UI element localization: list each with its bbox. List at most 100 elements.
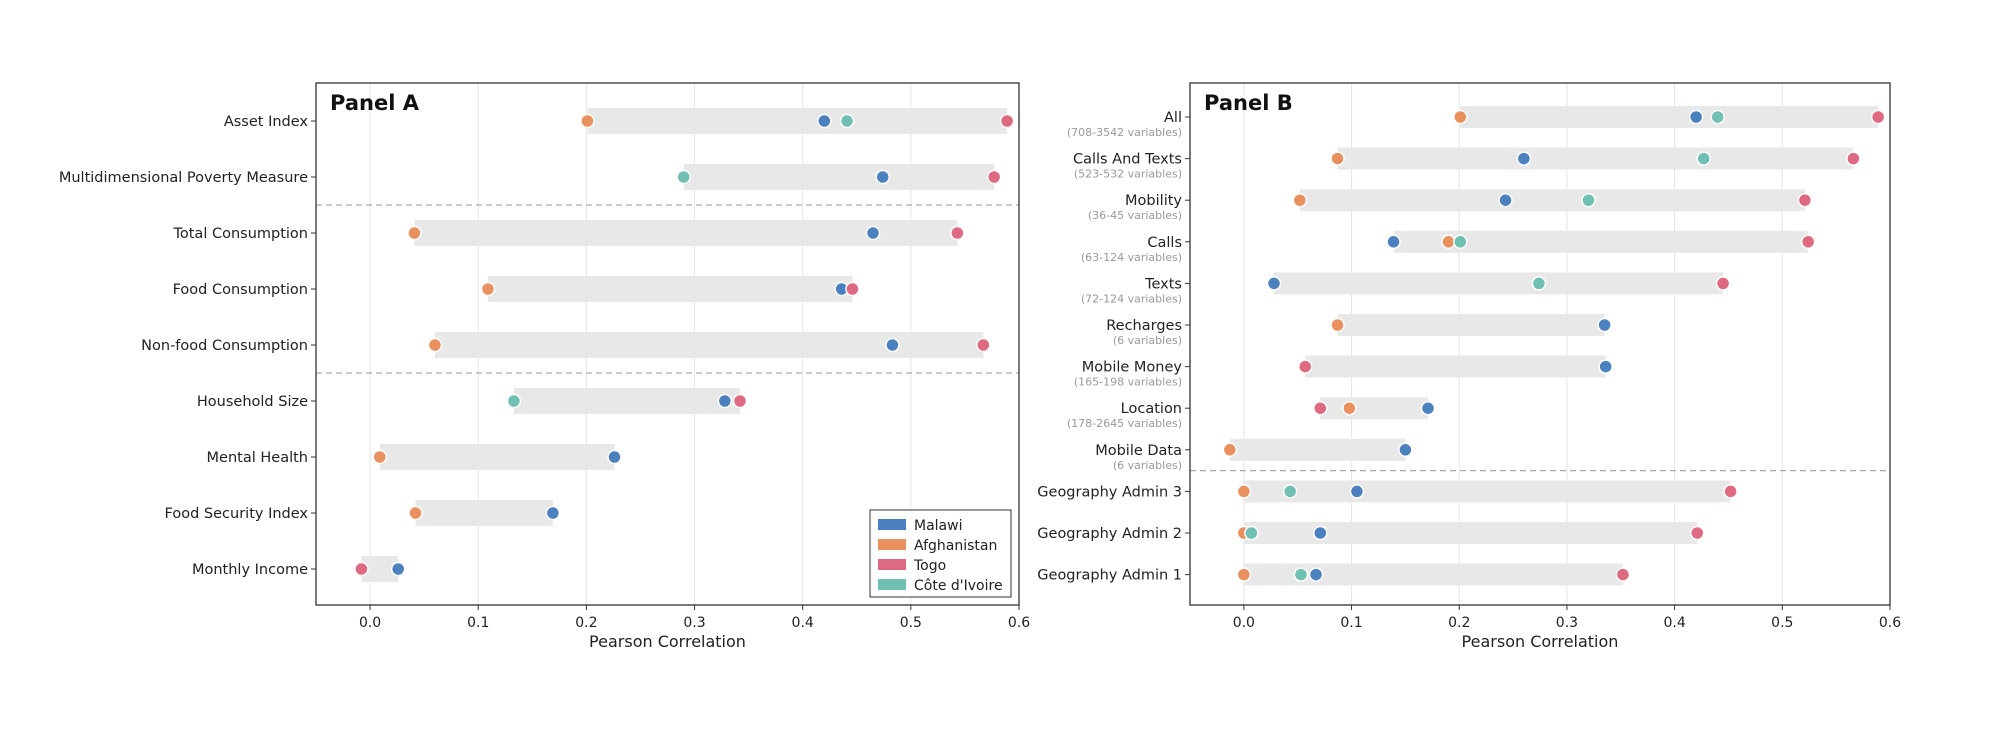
range-bar	[1243, 563, 1623, 586]
data-point-togo	[354, 561, 369, 577]
category-label: Asset Index	[224, 114, 309, 130]
category-sublabel: (523-532 variables)	[1074, 168, 1182, 181]
data-point-c-te-d-ivoire	[839, 113, 855, 129]
data-point-togo	[1723, 484, 1738, 499]
legend-label: Côte d'Ivoire	[914, 578, 1003, 594]
legend-swatch	[878, 579, 906, 590]
range-bar	[1305, 355, 1606, 378]
data-point-malawi	[607, 449, 622, 465]
data-point-afghanistan	[480, 281, 496, 297]
data-point-c-te-d-ivoire	[1696, 151, 1711, 166]
range-bar	[683, 164, 995, 190]
category-sublabel: (708-3542 variables)	[1067, 126, 1182, 139]
data-point-afghanistan	[1292, 192, 1308, 208]
x-tick-label: 0.1	[467, 615, 489, 631]
x-tick-label: 0.3	[1556, 615, 1578, 631]
data-point-afghanistan	[1330, 317, 1345, 333]
data-point-malawi	[1420, 400, 1436, 416]
category-sublabel: (165-198 variables)	[1074, 376, 1182, 389]
x-tick-label: 0.2	[575, 615, 597, 631]
data-point-afghanistan	[1453, 109, 1468, 125]
category-label: Geography Admin 2	[1037, 526, 1182, 542]
data-point-c-te-d-ivoire	[1282, 484, 1298, 499]
legend-label: Malawi	[914, 518, 962, 534]
data-point-togo	[845, 281, 860, 297]
category-label: Multidimensional Poverty Measure	[59, 170, 308, 186]
category-label: Mobile Data	[1095, 443, 1182, 459]
data-point-afghanistan	[1236, 484, 1252, 499]
category-sublabel: (36-45 variables)	[1088, 209, 1182, 222]
data-point-c-te-d-ivoire	[1453, 234, 1468, 250]
data-point-malawi	[817, 113, 832, 129]
category-label: Food Consumption	[173, 282, 308, 298]
data-point-malawi	[1516, 151, 1532, 166]
range-bar	[415, 500, 553, 526]
data-point-malawi	[717, 393, 733, 409]
data-point-c-te-d-ivoire	[1293, 567, 1309, 582]
category-label: Texts	[1144, 276, 1182, 292]
category-label: Geography Admin 1	[1037, 568, 1182, 584]
category-label: Mobile Money	[1082, 360, 1183, 376]
category-label: Recharges	[1106, 318, 1182, 334]
legend-label: Togo	[913, 558, 946, 574]
data-point-afghanistan	[407, 225, 422, 241]
data-point-togo	[1313, 400, 1328, 416]
data-point-malawi	[1597, 317, 1612, 333]
category-label: Total Consumption	[172, 226, 308, 242]
category-label: Calls And Texts	[1073, 152, 1182, 168]
panel-frame	[1189, 82, 1891, 606]
data-point-afghanistan	[1330, 151, 1345, 166]
data-point-afghanistan	[1236, 567, 1252, 582]
data-point-c-te-d-ivoire	[1581, 192, 1596, 208]
panel-b: 0.0 0.1 0.2 0.3 0.4 0.5 0.6 Pearson Correlation…	[1037, 82, 1901, 651]
data-point-afghanistan	[580, 113, 595, 129]
range-bar	[1320, 397, 1428, 420]
range-bar	[1337, 147, 1854, 170]
data-point-togo	[1846, 151, 1861, 166]
data-point-afghanistan	[408, 505, 423, 521]
data-point-togo	[950, 225, 965, 241]
data-point-afghanistan	[1222, 442, 1238, 458]
category-label: Mobility	[1125, 193, 1182, 209]
range-bar	[587, 108, 1008, 134]
data-point-malawi	[1266, 276, 1282, 291]
x-axis-title: Pearson Correlation	[589, 632, 746, 651]
range-bar	[379, 444, 615, 470]
x-tick-label: 0.4	[792, 615, 814, 631]
legend-swatch	[878, 539, 906, 550]
category-label: Non-food Consumption	[141, 338, 308, 354]
category-label: Monthly Income	[192, 562, 308, 578]
category-sublabel: (6 variables)	[1113, 459, 1182, 472]
data-point-c-te-d-ivoire	[506, 393, 522, 409]
data-point-malawi	[545, 505, 561, 521]
panel-title: Panel B	[1204, 91, 1293, 115]
data-point-togo	[1800, 234, 1816, 250]
range-bar	[1299, 189, 1805, 212]
panel-frame	[315, 82, 1020, 606]
range-bar	[1229, 438, 1406, 461]
category-label: Location	[1121, 401, 1182, 417]
legend-swatch	[878, 559, 906, 570]
data-point-afghanistan	[372, 449, 388, 465]
data-point-malawi	[1308, 567, 1324, 582]
range-bar	[487, 276, 853, 302]
x-tick-label: 0.2	[1448, 615, 1470, 631]
data-point-togo	[1689, 525, 1705, 541]
data-point-togo	[1797, 192, 1813, 208]
data-point-malawi	[1598, 359, 1613, 374]
data-point-malawi	[875, 169, 890, 185]
category-label: Household Size	[197, 394, 308, 410]
range-bar	[1460, 106, 1879, 128]
category-sublabel: (72-124 variables)	[1081, 292, 1182, 305]
category-sublabel: (63-124 variables)	[1081, 251, 1182, 264]
data-point-malawi	[1386, 234, 1401, 250]
data-point-togo	[999, 113, 1015, 129]
data-point-togo	[732, 393, 748, 409]
panel-a: 0.0 0.1 0.2 0.3 0.4 0.5 0.6 Pearson Correlation…	[59, 82, 1030, 651]
category-label: All	[1164, 110, 1182, 126]
x-tick-label: 0.4	[1663, 615, 1685, 631]
x-tick-label: 0.6	[1008, 615, 1030, 631]
legend: Malawi Afghanistan Togo Côte d'Ivoire	[869, 509, 1012, 598]
